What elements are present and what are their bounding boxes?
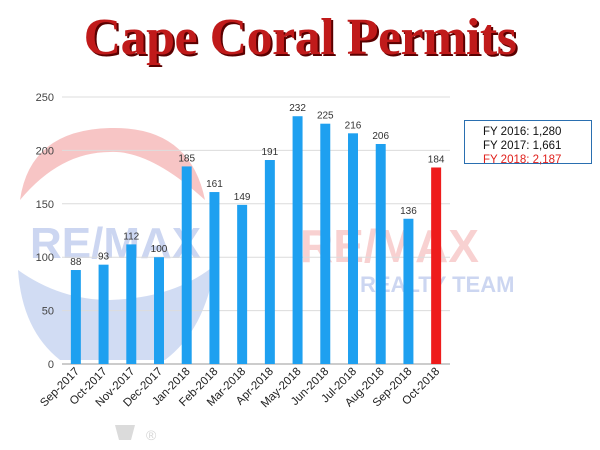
bar-oct-2017 xyxy=(98,264,109,364)
y-tick-label: 50 xyxy=(42,306,54,318)
data-label: 225 xyxy=(317,111,334,122)
total-fy-2017: FY 2017: 1,661 xyxy=(483,140,562,152)
y-tick-label: 150 xyxy=(36,199,54,211)
bar-dec-2017 xyxy=(154,257,164,364)
data-label: 112 xyxy=(123,231,139,242)
data-label: 232 xyxy=(289,103,306,114)
bar-sep-2018 xyxy=(403,218,414,364)
bar-aug-2018 xyxy=(375,143,386,364)
data-label: 191 xyxy=(262,147,279,158)
data-label: 93 xyxy=(98,252,110,263)
total-fy-2018: FY 2018: 2,187 xyxy=(483,154,562,166)
total-fy-2016: FY 2016: 1,280 xyxy=(483,126,562,138)
data-label: 149 xyxy=(234,192,251,203)
bar-mar-2018 xyxy=(237,204,248,364)
y-tick-label: 250 xyxy=(36,92,54,104)
page-title: Cape Coral Permits xyxy=(83,9,517,66)
bar-jan-2018 xyxy=(181,166,192,364)
y-tick-label: 0 xyxy=(48,359,54,371)
y-tick-label: 200 xyxy=(36,145,54,157)
data-label: 136 xyxy=(400,206,417,217)
data-label: 88 xyxy=(70,257,82,268)
data-label: 216 xyxy=(345,120,362,131)
data-label: 206 xyxy=(372,131,389,142)
bar-feb-2018 xyxy=(209,192,220,364)
data-label: 161 xyxy=(206,179,223,190)
bar-apr-2018 xyxy=(264,160,275,364)
fiscal-year-totals-box: FY 2016: 1,280 FY 2017: 1,661 FY 2018: 2… xyxy=(464,120,592,166)
y-tick-label: 100 xyxy=(36,252,54,264)
data-label: 184 xyxy=(428,154,445,165)
bar-nov-2017 xyxy=(126,244,137,364)
bar-jul-2018 xyxy=(348,133,358,364)
bar-may-2018 xyxy=(292,116,303,364)
bar-oct-2018 xyxy=(431,167,442,364)
data-label: 185 xyxy=(178,153,195,164)
data-label: 100 xyxy=(151,244,168,255)
bar-sep-2017 xyxy=(70,270,81,364)
bar-jun-2018 xyxy=(320,123,331,364)
